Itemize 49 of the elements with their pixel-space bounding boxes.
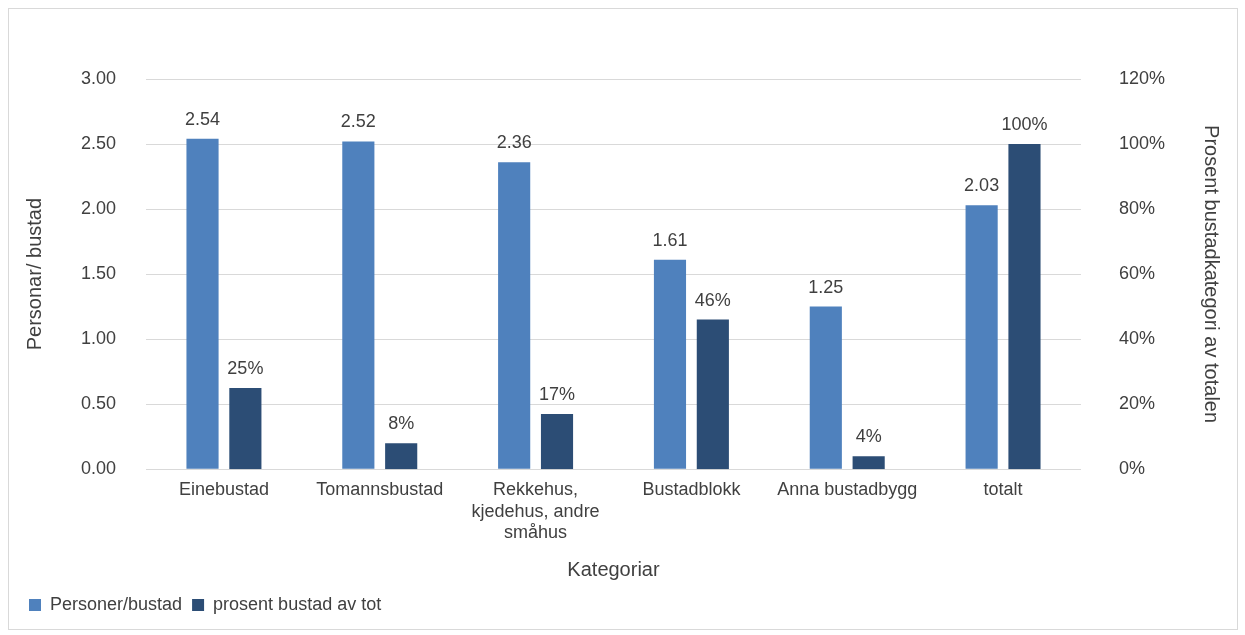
data-label: 2.52	[340, 111, 376, 132]
data-label: 1.25	[808, 276, 844, 297]
data-label: 8%	[388, 413, 415, 434]
y-tick-label: 0.50	[80, 393, 117, 414]
bar	[852, 456, 885, 470]
x-tick-label: totalt	[983, 478, 1023, 499]
bar	[696, 319, 729, 470]
data-label: 17%	[539, 383, 576, 404]
y2-tick-label: 80%	[1118, 198, 1155, 219]
y2-tick-label: 0%	[1118, 458, 1145, 479]
y-tick-label: 1.00	[80, 328, 117, 349]
y2-tick-label: 60%	[1118, 263, 1155, 284]
bar	[186, 138, 219, 469]
data-label: 46%	[694, 289, 731, 310]
y2-tick-label: 120%	[1118, 67, 1166, 88]
legend-label: prosent bustad av tot	[213, 593, 382, 614]
bar	[809, 306, 842, 469]
bar	[1008, 144, 1041, 470]
y-tick-label: 0.00	[80, 458, 117, 479]
y-tick-label: 3.00	[80, 67, 117, 88]
y-axis-title: Personar/ bustad	[22, 197, 45, 351]
legend-label: Personer/bustad	[50, 593, 183, 614]
data-label: 2.36	[496, 132, 532, 153]
x-tick-label: Bustadblokk	[642, 478, 742, 499]
bar	[540, 413, 574, 470]
x-tick-label: Rekkehus, kjedehus, andre småhus	[471, 478, 600, 543]
data-label: 2.03	[964, 175, 1000, 196]
bar	[965, 205, 998, 469]
bar	[342, 141, 375, 469]
y-tick-label: 2.50	[80, 133, 117, 153]
x-tick-label: Tomannsbustad	[316, 478, 444, 499]
data-label: 25%	[227, 357, 264, 378]
data-label: 2.54	[185, 108, 221, 129]
data-label: 100%	[1001, 114, 1048, 134]
y2-tick-label: 100%	[1118, 133, 1166, 153]
x-tick-label: Anna bustadbygg	[777, 478, 918, 499]
y2-axis-title: Prosent bustadkategori av totalen	[1201, 125, 1224, 424]
data-label: 4%	[855, 426, 882, 447]
x-axis-title: Kategoriar	[567, 557, 660, 580]
y-tick-label: 1.50	[80, 263, 117, 284]
bar	[229, 387, 262, 470]
y2-tick-label: 40%	[1118, 328, 1155, 349]
bar	[498, 162, 531, 469]
bar	[653, 259, 687, 469]
data-label: 1.61	[652, 229, 688, 250]
y-tick-label: 2.00	[80, 198, 117, 219]
bar	[385, 443, 418, 470]
y2-tick-label: 20%	[1118, 393, 1155, 414]
x-tick-label: Einebustad	[178, 478, 269, 499]
